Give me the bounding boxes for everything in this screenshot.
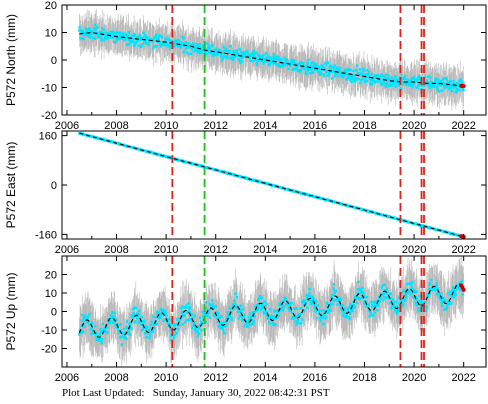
data-layer [78, 256, 466, 367]
x-tick-label: 2006 [55, 120, 79, 132]
x-tick-label: 2012 [203, 120, 227, 132]
y-tick-label: -10 [41, 325, 57, 337]
recent-point [459, 283, 464, 288]
x-tick-label: 2022 [451, 120, 475, 132]
east-panel: 2006 2008 2010 2012 2014 2016 2018 2020 2022 -160… [4, 130, 487, 256]
y-tick-label: 10 [45, 28, 57, 40]
x-tick-label: 2014 [253, 120, 277, 132]
y-tick-label: 20 [45, 270, 57, 282]
y-axis-label: P572 Up (mm) [4, 272, 18, 350]
last-updated-label: Plot Last Updated: [62, 387, 145, 399]
x-tick-label: 2014 [253, 244, 277, 256]
x-tick-label: 2020 [402, 372, 426, 384]
north-panel: 2006 2008 2010 2012 2014 2016 2018 2020 2022-20-… [4, 0, 487, 132]
y-axis-label: P572 North (mm) [4, 14, 18, 106]
x-tick-label: 2016 [303, 120, 327, 132]
y-tick-label: 10 [45, 288, 57, 300]
x-tick-label: 2010 [154, 120, 178, 132]
x-tick-label: 2018 [352, 120, 376, 132]
x-tick-label: 2016 [303, 244, 327, 256]
x-tick-label: 2022 [451, 372, 475, 384]
y-tick-label: -20 [41, 110, 57, 122]
y-axis-label: P572 East (mm) [4, 142, 18, 229]
error-bars [79, 256, 464, 367]
x-tick-label: 2006 [55, 372, 79, 384]
x-tick-label: 2014 [253, 372, 277, 384]
recent-point [459, 83, 464, 88]
x-tick-label: 2020 [402, 120, 426, 132]
y-tick-label: 0 [51, 307, 57, 319]
model-line [78, 283, 465, 338]
plot-last-updated: Plot Last Updated: Sunday, January 30, 2… [62, 387, 330, 399]
x-tick-label: 2012 [203, 372, 227, 384]
x-tick-label: 2018 [352, 372, 376, 384]
x-tick-label: 2006 [55, 244, 79, 256]
data-layer [78, 8, 466, 111]
y-tick-label: -10 [41, 83, 57, 95]
up-panel: 2006 2008 2010 2012 2014 2016 2018 2020 2022-20-… [4, 255, 487, 384]
x-tick-label: 2012 [203, 244, 227, 256]
y-tick-label: 0 [51, 55, 57, 67]
y-tick-label: -160 [35, 229, 57, 241]
x-tick-label: 2008 [104, 244, 128, 256]
y-tick-label: 160 [39, 131, 57, 143]
y-tick-label: -20 [41, 344, 57, 356]
x-tick-label: 2022 [451, 244, 475, 256]
x-tick-label: 2018 [352, 244, 376, 256]
x-tick-label: 2008 [104, 372, 128, 384]
x-tick-label: 2010 [154, 372, 178, 384]
y-tick-label: 0 [51, 180, 57, 192]
model-line [79, 132, 464, 238]
recent-point [459, 234, 464, 239]
x-tick-label: 2010 [154, 244, 178, 256]
y-tick-label: 20 [45, 0, 57, 12]
x-tick-label: 2008 [104, 120, 128, 132]
x-tick-label: 2016 [303, 372, 327, 384]
last-updated-timestamp: Sunday, January 30, 2022 08:42:31 PST [152, 387, 330, 399]
x-tick-label: 2020 [402, 244, 426, 256]
data-layer [78, 131, 466, 239]
